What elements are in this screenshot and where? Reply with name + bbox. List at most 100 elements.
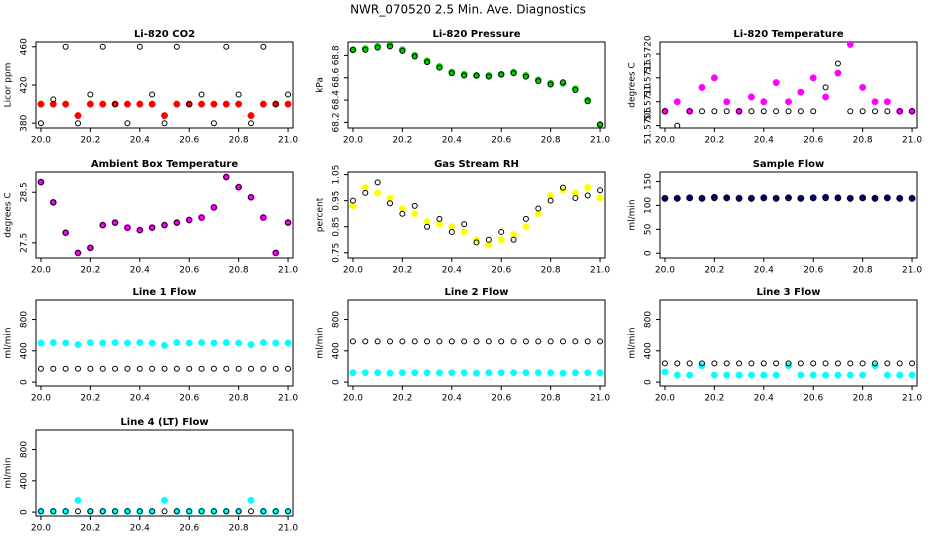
point bbox=[797, 88, 805, 96]
point bbox=[210, 120, 217, 127]
x-tick-label: 21.0 bbox=[590, 266, 610, 276]
point bbox=[760, 108, 767, 115]
point bbox=[436, 215, 443, 222]
point bbox=[834, 371, 842, 379]
point bbox=[399, 338, 406, 345]
point bbox=[572, 195, 579, 202]
point bbox=[112, 508, 119, 515]
y-tick-label: 0 bbox=[20, 379, 30, 385]
point bbox=[748, 195, 755, 202]
point bbox=[235, 184, 242, 191]
point bbox=[62, 365, 69, 372]
panel: Li-820 Pressure kPa 20.0 20.2 20.4 20.6 20.8 21… bbox=[316, 29, 611, 146]
point bbox=[99, 43, 106, 50]
point bbox=[247, 341, 255, 349]
x-tick-label: 21.0 bbox=[590, 136, 610, 146]
point bbox=[448, 228, 455, 235]
point bbox=[547, 338, 554, 345]
point bbox=[572, 338, 579, 345]
point bbox=[387, 43, 394, 50]
point bbox=[136, 508, 143, 515]
point bbox=[260, 365, 267, 372]
x-tick-label: 20.6 bbox=[491, 136, 511, 146]
point bbox=[596, 194, 604, 202]
point bbox=[884, 360, 891, 367]
x-tick-label: 20.0 bbox=[343, 266, 363, 276]
panel: Ambient Box Temperature degrees C 20.0 20.2… bbox=[4, 159, 299, 276]
y-tick-label: 800 bbox=[332, 311, 342, 328]
point bbox=[572, 87, 579, 94]
point bbox=[797, 371, 805, 379]
point bbox=[260, 508, 267, 515]
point bbox=[87, 365, 94, 372]
point bbox=[699, 108, 706, 115]
point bbox=[597, 338, 604, 345]
panel-title: Li-820 Temperature bbox=[733, 29, 843, 40]
point bbox=[411, 53, 418, 60]
panel-title: Li-820 Pressure bbox=[432, 29, 520, 40]
point bbox=[547, 197, 554, 204]
point bbox=[834, 360, 841, 367]
y-tick-label: 0.75 bbox=[332, 243, 342, 263]
x-tick-label: 20.4 bbox=[130, 266, 150, 276]
point bbox=[161, 112, 168, 120]
point bbox=[37, 339, 45, 347]
point bbox=[883, 371, 891, 379]
point bbox=[374, 179, 381, 186]
point bbox=[235, 365, 242, 372]
y-axis-label: ml/min bbox=[4, 327, 14, 358]
point bbox=[99, 508, 106, 515]
x-tick-label: 20.0 bbox=[31, 394, 51, 404]
x-tick-label: 20.0 bbox=[31, 136, 51, 146]
point bbox=[723, 108, 730, 115]
x-tick-label: 20.4 bbox=[130, 524, 150, 534]
point bbox=[547, 369, 555, 377]
point bbox=[822, 195, 829, 202]
x-tick-label: 20.2 bbox=[80, 394, 100, 404]
point bbox=[399, 47, 406, 54]
point bbox=[374, 44, 381, 51]
point bbox=[123, 100, 131, 108]
point bbox=[247, 120, 254, 127]
point bbox=[584, 184, 592, 192]
point bbox=[871, 98, 879, 106]
point bbox=[411, 369, 419, 377]
point bbox=[50, 365, 57, 372]
point bbox=[485, 236, 492, 243]
point bbox=[661, 360, 668, 367]
y-axis-label: percent bbox=[316, 197, 326, 232]
point bbox=[374, 369, 382, 377]
point bbox=[198, 365, 205, 372]
panel: Line 2 Flow ml/min 20.0 20.2 20.4 20.6 20.8 21.… bbox=[316, 287, 611, 404]
y-tick-label: 51.5705 bbox=[644, 107, 654, 144]
point bbox=[161, 508, 168, 515]
point bbox=[596, 369, 604, 377]
point bbox=[198, 339, 206, 347]
point bbox=[510, 338, 517, 345]
point bbox=[436, 338, 443, 345]
point bbox=[136, 227, 143, 234]
point bbox=[884, 195, 891, 202]
point bbox=[772, 79, 780, 87]
x-tick-label: 20.2 bbox=[392, 266, 412, 276]
x-tick-label: 20.6 bbox=[179, 394, 199, 404]
point bbox=[99, 339, 107, 347]
point bbox=[37, 365, 44, 372]
point bbox=[210, 339, 218, 347]
point bbox=[822, 360, 829, 367]
point bbox=[822, 84, 829, 91]
point bbox=[673, 98, 681, 106]
point bbox=[198, 91, 205, 98]
point bbox=[387, 338, 394, 345]
point bbox=[222, 100, 230, 108]
point bbox=[285, 91, 292, 98]
y-tick-label: 51.5710 bbox=[644, 83, 654, 120]
point bbox=[522, 73, 529, 80]
y-tick-label: 0 bbox=[332, 379, 342, 385]
point bbox=[247, 508, 254, 515]
point bbox=[361, 369, 369, 377]
point bbox=[584, 338, 591, 345]
x-tick-label: 20.6 bbox=[491, 394, 511, 404]
point bbox=[909, 195, 916, 202]
point bbox=[362, 46, 369, 53]
